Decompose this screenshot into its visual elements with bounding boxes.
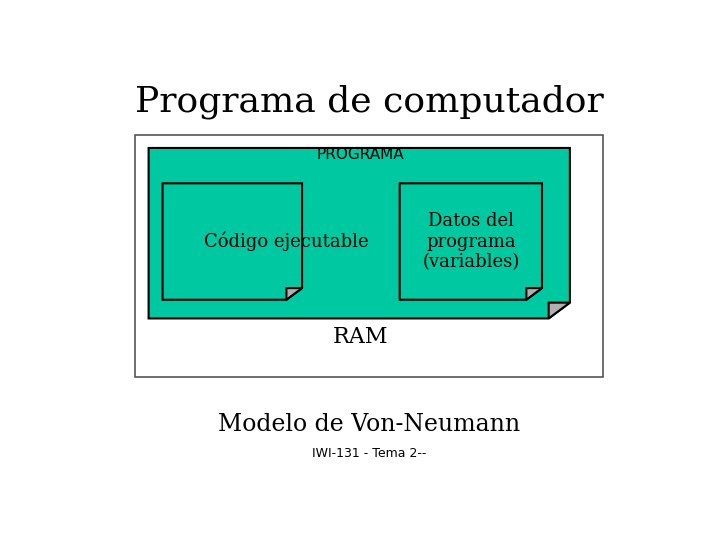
- Bar: [135, 136, 603, 377]
- Text: Programa de computador: Programa de computador: [135, 85, 603, 119]
- Polygon shape: [549, 302, 570, 319]
- Text: Datos del
programa
(variables): Datos del programa (variables): [422, 212, 519, 271]
- Polygon shape: [526, 288, 542, 300]
- Polygon shape: [287, 288, 302, 300]
- Text: Código ejecutable: Código ejecutable: [204, 232, 369, 251]
- Text: RAM: RAM: [333, 326, 388, 348]
- Text: PROGRAMA: PROGRAMA: [317, 147, 405, 161]
- Text: Modelo de Von-Neumann: Modelo de Von-Neumann: [218, 413, 520, 436]
- Polygon shape: [163, 183, 302, 300]
- Polygon shape: [148, 148, 570, 319]
- Text: IWI-131 - Tema 2--: IWI-131 - Tema 2--: [312, 447, 426, 460]
- Polygon shape: [400, 183, 542, 300]
